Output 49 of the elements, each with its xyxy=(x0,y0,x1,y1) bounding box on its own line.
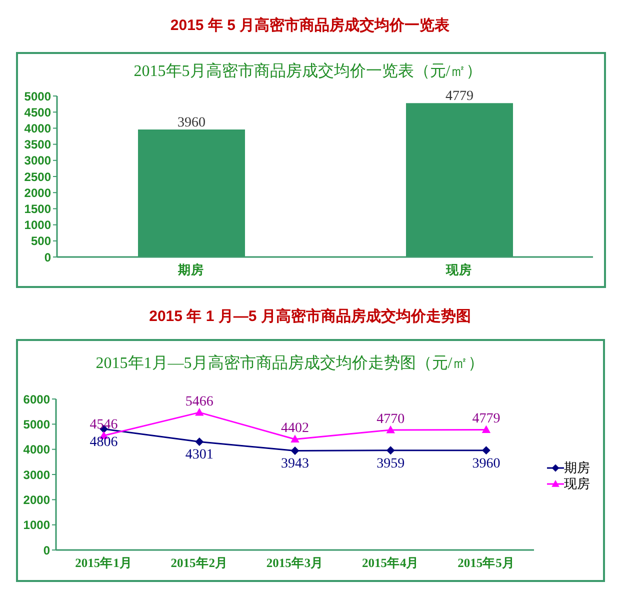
y-tick-label: 1000 xyxy=(23,518,50,532)
chart-subtitle: 2015年5月高密市商品房成交均价一览表（元/㎡） xyxy=(132,62,484,82)
legend-label: 现房 xyxy=(564,475,590,493)
y-tick-label: 3500 xyxy=(24,138,52,152)
y-tick-label: 3000 xyxy=(24,154,52,168)
point xyxy=(386,426,395,434)
point xyxy=(482,426,490,434)
data-label: 4779 xyxy=(472,412,500,427)
point xyxy=(386,446,395,454)
data-label: 3943 xyxy=(281,456,309,472)
y-tick-label: 1500 xyxy=(24,202,52,216)
data-label: 4402 xyxy=(281,421,309,436)
point xyxy=(291,435,299,443)
y-tick-label: 500 xyxy=(30,234,52,248)
data-label: 3960 xyxy=(178,115,206,130)
y-tick-label: 6000 xyxy=(23,392,50,406)
point xyxy=(195,408,204,416)
x-tick-label: 2015年2月 xyxy=(170,556,228,570)
x-tick-label: 2015年3月 xyxy=(266,556,324,570)
chart-title: 2015 年 5 月高密市商品房成交均价一览表 xyxy=(169,16,451,36)
y-tick-label: 0 xyxy=(44,250,52,264)
y-tick-label: 4000 xyxy=(23,442,50,457)
point xyxy=(291,446,299,455)
y-tick-label: 5000 xyxy=(23,417,50,432)
x-tick-label: 2015年5月 xyxy=(458,556,515,570)
point xyxy=(482,446,490,454)
y-tick-label: 2000 xyxy=(23,492,50,507)
y-tick-label: 4500 xyxy=(24,105,52,120)
y-tick-label: 2000 xyxy=(24,186,52,200)
data-label: 4301 xyxy=(185,448,214,463)
data-label: 4546 xyxy=(90,418,118,433)
y-tick-label: 2500 xyxy=(24,170,52,184)
y-tick-label: 3000 xyxy=(23,468,50,482)
y-tick-label: 4000 xyxy=(24,121,52,136)
data-label: 4779 xyxy=(446,89,474,104)
point xyxy=(195,438,204,446)
data-label: 5466 xyxy=(185,394,214,410)
y-tick-label: 5000 xyxy=(24,89,52,104)
data-label: 3960 xyxy=(472,456,500,472)
y-tick-label: 0 xyxy=(43,543,50,558)
chart-subtitle: 2015年1月—5月高密市商品房成交均价走势图（元/㎡） xyxy=(94,354,486,374)
legend-label: 期房 xyxy=(564,459,590,477)
y-tick-label: 1000 xyxy=(24,218,52,232)
data-label: 3959 xyxy=(376,456,405,472)
x-tick-label: 2015年4月 xyxy=(362,556,420,570)
x-tick-label: 2015年1月 xyxy=(75,556,132,570)
data-label: 4770 xyxy=(376,412,405,427)
chart-title: 2015 年 1 月—5 月高密市商品房成交均价走势图 xyxy=(148,307,472,327)
data-label: 4806 xyxy=(90,434,118,450)
